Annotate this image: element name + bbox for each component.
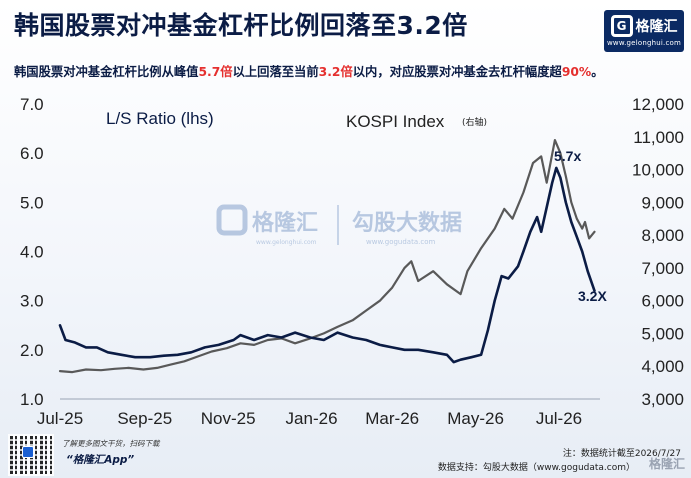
footer-source: 数据支持：勾股大数据（www.gogudata.com）: [437, 463, 635, 473]
watermark-brand-1: 格隆汇: [252, 210, 318, 236]
right-tick-label: 9,000: [641, 193, 684, 212]
right-tick-label: 6,000: [641, 292, 684, 311]
left-series-label: L/S Ratio (lhs): [106, 109, 214, 128]
right-tick-label: 11,000: [633, 128, 684, 147]
x-tick-label: Jul-26: [536, 409, 582, 428]
subtitle-part-4: 。: [591, 65, 604, 79]
x-tick-label: Sep-25: [117, 409, 172, 428]
left-tick-label: 6.0: [20, 144, 44, 163]
watermark-url-2: www.gogudata.com: [366, 238, 435, 246]
subtitle-deleverage-value: 90%: [561, 65, 592, 79]
footer-app-name: “格隆汇App”: [66, 454, 135, 466]
brand-logo: G 格隆汇 www.gelonghui.com: [604, 10, 684, 52]
subtitle-peak-value: 5.7倍: [198, 65, 233, 79]
right-tick-label: 3,000: [641, 390, 684, 409]
left-tick-label: 5.0: [20, 193, 44, 212]
subtitle-part-1: 韩国股票对冲基金杠杆比例从峰值: [14, 65, 199, 79]
x-tick-label: Jan-26: [286, 409, 338, 428]
right-tick-label: 5,000: [641, 324, 684, 343]
left-tick-label: 4.0: [20, 243, 44, 262]
logo-name: 格隆汇: [635, 19, 678, 35]
subtitle-part-2: 以上回落至当前: [232, 65, 319, 79]
qr-logo-icon: [22, 446, 34, 458]
logo-url: www.gelonghui.com: [606, 39, 681, 47]
right-series-label-note: (右轴): [462, 116, 487, 128]
watermark-url-1: www.gelonghui.com: [256, 239, 317, 246]
current-annotation: 3.2X: [578, 288, 607, 304]
chart-series: [58, 139, 596, 374]
logo-g-icon: G: [610, 15, 633, 37]
right-tick-label: 12,000: [632, 95, 684, 114]
subtitle: 韩国股票对冲基金杠杆比例从峰值5.7倍以上回落至当前3.2倍以内，对应股票对冲基…: [14, 62, 604, 80]
watermark-brand-2: 勾股大数据: [352, 210, 462, 236]
left-tick-label: 3.0: [20, 292, 44, 311]
page-title: 韩国股票对冲基金杠杆比例回落至3.2倍: [14, 11, 468, 40]
footer-promo: 了解更多图文干货，扫码下载: [62, 439, 160, 448]
right-series-label: KOSPI Index: [346, 112, 445, 131]
ls-ratio-line: [58, 166, 596, 364]
subtitle-part-3: 以内，对应股票对冲基金去杠杆幅度超: [352, 65, 562, 79]
kospi-line: [58, 139, 596, 374]
right-tick-label: 10,000: [632, 161, 684, 180]
right-tick-label: 7,000: [641, 259, 684, 278]
footer-brand: 格隆汇: [648, 457, 685, 471]
right-axis-ticks: 3,000 4,000 5,000 6,000 7,000 8,000 9,000 10,00…: [632, 95, 684, 409]
left-axis-ticks: 1.0 2.0 3.0 4.0 5.0 6.0 7.0: [20, 95, 44, 409]
x-tick-label: Jul-25: [37, 409, 83, 428]
peak-annotation: 5.7x: [554, 148, 581, 164]
x-axis-ticks: Jul-25 Sep-25 Nov-25 Jan-26 Mar-26 May-26 Jul-…: [37, 409, 582, 428]
left-tick-label: 2.0: [20, 341, 44, 360]
left-tick-label: 1.0: [20, 390, 44, 409]
footer-note: 注：数据统计截至2026/7/27: [562, 449, 681, 459]
chart-watermark: 格隆汇 www.gelonghui.com 勾股大数据 www.gogudata…: [216, 204, 462, 246]
subtitle-current-value: 3.2倍: [318, 65, 353, 79]
right-tick-label: 4,000: [641, 357, 684, 376]
watermark-g-icon: [216, 204, 248, 236]
x-tick-label: Nov-25: [201, 409, 256, 428]
left-tick-label: 7.0: [20, 95, 44, 114]
x-tick-label: May-26: [447, 409, 504, 428]
right-tick-label: 8,000: [641, 226, 684, 245]
x-tick-label: Mar-26: [365, 409, 419, 428]
